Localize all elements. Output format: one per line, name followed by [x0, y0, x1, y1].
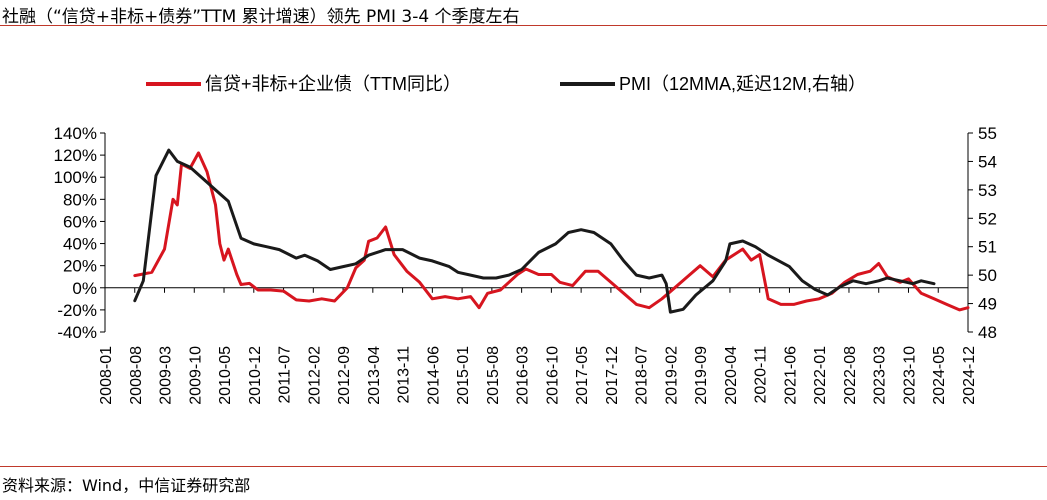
series-line-pmi: [133, 148, 936, 314]
x-tick-label: 2013-04: [366, 346, 383, 405]
right-y-tick-label: 50: [978, 266, 997, 285]
x-tick-label: 2022-08: [842, 346, 859, 405]
x-tick-label: 2020-11: [753, 346, 770, 404]
left-y-tick-label: -40%: [57, 323, 97, 342]
left-y-tick-label: 120%: [54, 146, 97, 165]
x-tick-label: 2009-10: [187, 346, 204, 405]
x-tick-label: 2009-03: [158, 346, 175, 405]
left-y-tick-label: -20%: [57, 301, 97, 320]
left-y-tick-label: 0%: [72, 279, 97, 298]
x-tick-label: 2020-04: [723, 346, 740, 405]
x-tick-label: 2024-05: [931, 346, 948, 405]
legend-label-credit: 信贷+非标+企业债（TTM同比）: [205, 74, 461, 94]
x-tick-label: 2019-09: [693, 346, 710, 405]
x-tick-label: 2023-03: [872, 346, 889, 405]
right-y-tick-label: 53: [978, 181, 997, 200]
x-tick-label: 2012-02: [306, 346, 323, 405]
x-tick-label: 2008-01: [98, 346, 115, 405]
x-tick-label: 2019-02: [663, 346, 680, 405]
x-tick-label: 2018-07: [634, 346, 651, 405]
left-y-tick-label: 60%: [63, 212, 97, 231]
x-tick-label: 2014-06: [425, 346, 442, 405]
title-divider: [0, 25, 1047, 26]
x-tick-label: 2021-06: [782, 346, 799, 405]
legend-label-pmi: PMI（12MMA,延迟12M,右轴）: [619, 74, 866, 94]
x-tick-label: 2015-08: [485, 346, 502, 405]
x-tick-label: 2017-12: [604, 346, 621, 405]
x-tick-label: 2023-10: [901, 346, 918, 405]
chart-title: 社融（“信贷+非标+债券”TTM 累计增速）领先 PMI 3-4 个季度左右: [2, 7, 520, 27]
left-y-tick-label: 140%: [54, 124, 97, 143]
x-tick-label: 2012-09: [336, 346, 353, 405]
right-y-tick-label: 48: [978, 323, 997, 342]
x-tick-label: 2013-11: [396, 346, 413, 404]
x-tick-label: 2024-12: [961, 346, 978, 405]
x-tick-label: 2016-03: [515, 346, 532, 405]
series-line-credit: [133, 151, 970, 312]
source-note: 资料来源：Wind，中信证券研究部: [2, 476, 251, 495]
source-divider: [0, 466, 1047, 467]
x-tick-label: 2016-10: [544, 346, 561, 405]
left-y-tick-label: 20%: [63, 257, 97, 276]
right-y-tick-label: 49: [978, 295, 997, 314]
x-tick-label: 2011-07: [277, 346, 294, 404]
x-tick-label: 2010-12: [247, 346, 264, 405]
left-y-tick-label: 100%: [54, 168, 97, 187]
left-y-tick-label: 40%: [63, 235, 97, 254]
right-y-tick-label: 54: [978, 152, 997, 171]
x-tick-label: 2015-01: [455, 346, 472, 405]
x-tick-label: 2010-05: [217, 346, 234, 405]
x-tick-label: 2017-05: [574, 346, 591, 405]
right-y-tick-label: 51: [978, 238, 997, 257]
right-y-tick-label: 52: [978, 209, 997, 228]
right-y-tick-label: 55: [978, 124, 997, 143]
left-y-tick-label: 80%: [63, 190, 97, 209]
x-tick-label: 2008-08: [128, 346, 145, 405]
x-tick-label: 2022-01: [812, 346, 829, 405]
